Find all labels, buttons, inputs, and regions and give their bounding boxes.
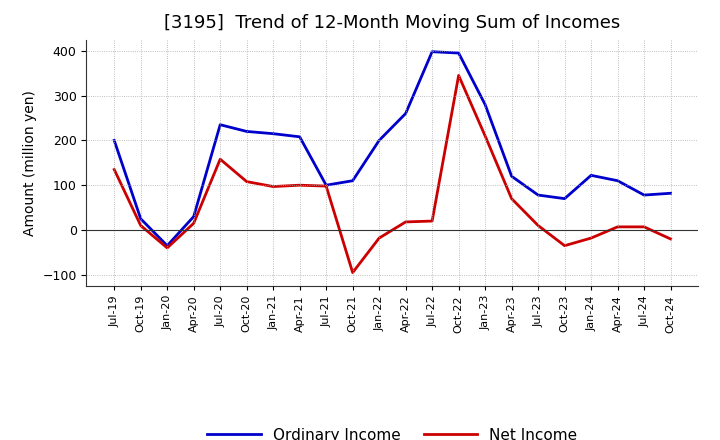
- Net Income: [666, 236, 675, 242]
- Net Income: [428, 218, 436, 224]
- Net Income: [189, 220, 198, 226]
- Line: Ordinary Income: Ordinary Income: [114, 51, 670, 246]
- Net Income: [534, 223, 542, 228]
- Line: Net Income: Net Income: [114, 75, 670, 272]
- Net Income: [163, 245, 171, 250]
- Net Income: [454, 73, 463, 78]
- Net Income: [613, 224, 622, 230]
- Y-axis label: Amount (million yen): Amount (million yen): [23, 90, 37, 236]
- Ordinary Income: [640, 192, 649, 198]
- Legend: Ordinary Income, Net Income: Ordinary Income, Net Income: [201, 422, 584, 440]
- Ordinary Income: [269, 131, 277, 136]
- Ordinary Income: [243, 129, 251, 134]
- Net Income: [375, 235, 384, 241]
- Net Income: [216, 157, 225, 162]
- Ordinary Income: [560, 196, 569, 201]
- Ordinary Income: [401, 111, 410, 116]
- Net Income: [640, 224, 649, 230]
- Ordinary Income: [322, 183, 330, 188]
- Net Income: [322, 183, 330, 189]
- Ordinary Income: [216, 122, 225, 127]
- Ordinary Income: [189, 214, 198, 219]
- Ordinary Income: [534, 192, 542, 198]
- Ordinary Income: [613, 178, 622, 183]
- Ordinary Income: [587, 173, 595, 178]
- Ordinary Income: [481, 102, 490, 107]
- Net Income: [481, 133, 490, 139]
- Net Income: [110, 167, 119, 172]
- Ordinary Income: [454, 51, 463, 56]
- Ordinary Income: [666, 191, 675, 196]
- Ordinary Income: [428, 49, 436, 54]
- Net Income: [587, 235, 595, 241]
- Net Income: [136, 223, 145, 228]
- Net Income: [269, 184, 277, 189]
- Ordinary Income: [110, 138, 119, 143]
- Net Income: [348, 270, 357, 275]
- Ordinary Income: [295, 134, 304, 139]
- Net Income: [560, 243, 569, 248]
- Ordinary Income: [136, 216, 145, 221]
- Ordinary Income: [375, 138, 384, 143]
- Ordinary Income: [508, 174, 516, 179]
- Net Income: [295, 183, 304, 188]
- Net Income: [401, 219, 410, 224]
- Net Income: [508, 196, 516, 201]
- Ordinary Income: [348, 178, 357, 183]
- Net Income: [243, 179, 251, 184]
- Title: [3195]  Trend of 12-Month Moving Sum of Incomes: [3195] Trend of 12-Month Moving Sum of I…: [164, 15, 621, 33]
- Ordinary Income: [163, 243, 171, 248]
